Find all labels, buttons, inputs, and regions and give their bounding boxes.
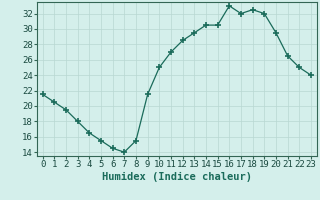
X-axis label: Humidex (Indice chaleur): Humidex (Indice chaleur) bbox=[102, 172, 252, 182]
